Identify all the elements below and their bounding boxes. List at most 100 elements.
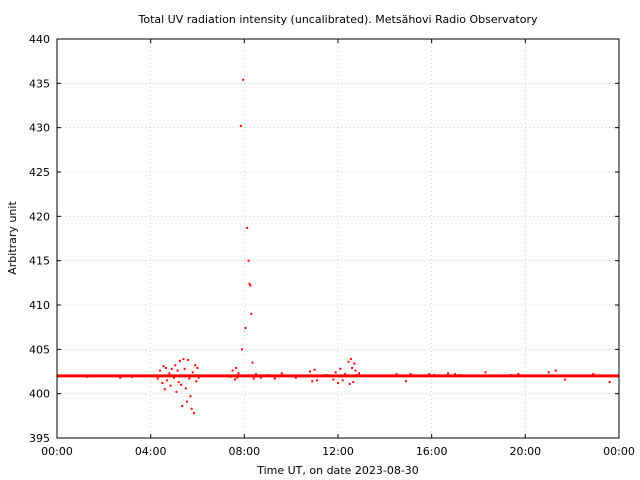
data-point [189, 395, 192, 398]
data-point [315, 379, 318, 382]
data-point [354, 369, 357, 372]
y-axis-label: Arbitrary unit [6, 201, 19, 275]
chart-title: Total UV radiation intensity (uncalibrat… [138, 13, 538, 26]
data-point [349, 358, 352, 361]
x-tick-label: 12:00 [322, 445, 354, 458]
data-point [187, 358, 190, 361]
data-point [196, 366, 199, 369]
data-point [175, 390, 178, 393]
data-point [341, 379, 344, 382]
data-point [255, 373, 258, 376]
y-tick-label: 430 [29, 122, 50, 135]
data-point [235, 366, 238, 369]
data-point [337, 382, 339, 385]
data-point [244, 327, 247, 330]
data-point [248, 282, 251, 285]
data-point [355, 374, 358, 377]
data-point [249, 284, 252, 287]
data-point [242, 78, 245, 81]
x-tick-label: 20:00 [509, 445, 541, 458]
data-point [185, 400, 188, 403]
data-point [395, 373, 398, 376]
data-point [169, 384, 172, 387]
data-point [404, 380, 407, 383]
data-point [428, 373, 431, 376]
data-point [347, 360, 350, 363]
data-point [332, 378, 335, 381]
data-point [177, 381, 180, 384]
y-tick-label: 395 [29, 432, 50, 445]
data-point [194, 364, 197, 367]
data-point [251, 361, 254, 364]
data-point [237, 372, 240, 375]
x-tick-label: 04:00 [135, 445, 167, 458]
data-point [166, 379, 169, 382]
data-point [351, 366, 354, 369]
data-series [57, 78, 619, 415]
y-tick-label: 410 [29, 299, 50, 312]
data-point [170, 367, 173, 370]
data-point [447, 372, 450, 375]
data-point [233, 378, 236, 381]
x-tick-label: 00:00 [41, 445, 73, 458]
data-point [564, 378, 567, 381]
data-point [174, 364, 177, 367]
data-point [344, 373, 347, 376]
y-tick-label: 425 [29, 166, 50, 179]
data-point [240, 348, 243, 351]
x-tick-label: 08:00 [228, 445, 260, 458]
data-point [484, 371, 487, 374]
data-point [164, 366, 167, 369]
data-point [188, 377, 191, 380]
data-point [294, 376, 297, 379]
data-point [161, 382, 164, 385]
data-point [252, 377, 255, 380]
data-point [156, 377, 159, 380]
data-point [197, 376, 200, 379]
data-point [311, 380, 314, 383]
grid [57, 39, 619, 438]
data-point [409, 373, 412, 376]
x-tick-label: 16:00 [416, 445, 448, 458]
data-point [119, 376, 122, 379]
data-point [190, 407, 193, 410]
data-point [259, 376, 262, 379]
data-point [348, 382, 351, 385]
data-point [180, 383, 183, 386]
data-point [247, 259, 250, 262]
data-point [195, 380, 198, 383]
data-point [358, 372, 361, 375]
data-point [176, 369, 179, 372]
data-point [339, 367, 342, 370]
data-point [308, 370, 311, 373]
data-point [592, 373, 595, 376]
data-point [510, 374, 513, 377]
x-tick-label: 00:00 [603, 445, 635, 458]
data-point [163, 388, 166, 391]
data-point [86, 375, 89, 378]
data-point [191, 371, 194, 374]
data-point [236, 376, 239, 379]
data-point [352, 381, 355, 384]
data-point [325, 374, 328, 377]
data-point [273, 377, 276, 380]
data-point [433, 374, 436, 377]
data-point [182, 358, 185, 361]
data-point [181, 405, 184, 408]
data-point [246, 226, 249, 229]
axis-ticks: 395 400 405 410 415 420 425 430 435 440 00:00 04:00… [29, 33, 635, 458]
data-point [517, 373, 520, 376]
data-point [547, 371, 550, 374]
data-point [554, 369, 557, 372]
data-point [280, 372, 283, 375]
y-tick-label: 435 [29, 77, 50, 90]
data-point [178, 359, 181, 362]
data-point [168, 372, 171, 375]
data-point [334, 371, 337, 374]
data-point [162, 365, 165, 368]
y-tick-label: 400 [29, 388, 50, 401]
data-point [231, 369, 234, 372]
data-point [239, 124, 242, 127]
